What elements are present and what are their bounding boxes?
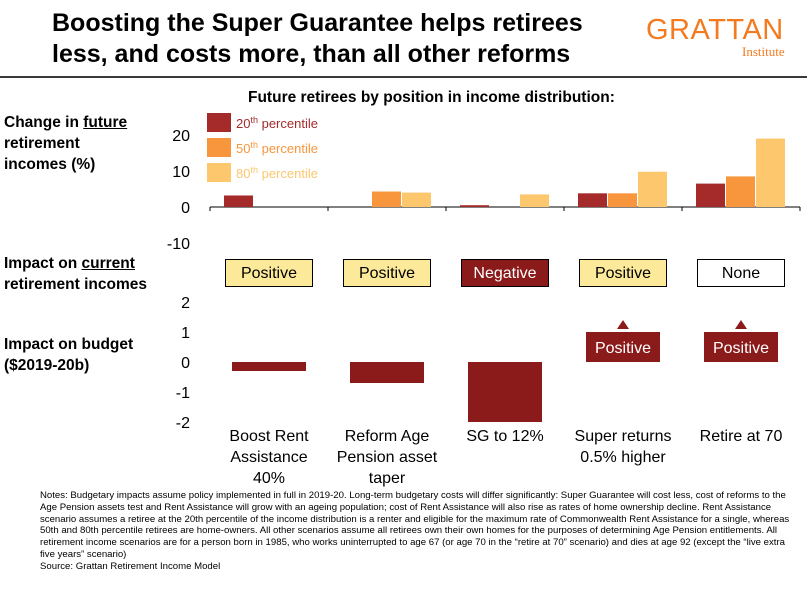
category-label: SG to 12% (443, 426, 567, 447)
category-label-line: Assistance (230, 449, 308, 466)
up-arrow-icon (617, 320, 629, 329)
category-label-line: Pension asset (336, 449, 438, 466)
category-label-line: Reform Age (344, 428, 430, 445)
bar-3 (638, 171, 667, 207)
budget-impact-label: Impact on budget ($2019-20b) (4, 336, 134, 374)
current-impact-box: Positive (225, 259, 313, 287)
page-title: Boosting the Super Guarantee helps retir… (52, 9, 583, 68)
current-underlined: current (81, 255, 135, 272)
budget-y-tick-label: 1 (181, 325, 190, 342)
y-tick-label: 0 (181, 200, 190, 217)
logo: GRATTAN (646, 14, 784, 46)
category-label-line: Boost Rent (229, 428, 309, 445)
category-label: Reform Age Pension asset taper (325, 426, 449, 489)
budget-bar (468, 362, 542, 422)
budget-y-tick-label: -1 (176, 385, 190, 402)
legend-swatch (207, 163, 231, 182)
bar-1 (696, 183, 725, 207)
budget-bar (350, 362, 424, 383)
bar-3 (756, 138, 785, 207)
category-label-line: taper (368, 470, 406, 487)
bar-2 (372, 191, 401, 207)
bar-3 (402, 192, 431, 207)
budget-y-tick-label: -2 (176, 415, 190, 432)
bar-2 (726, 176, 755, 207)
future-underlined: future (83, 114, 128, 131)
category-label-line: SG to 12% (466, 428, 544, 445)
category-label-line: 40% (252, 470, 286, 487)
category-label: Boost Rent Assistance 40% (207, 426, 331, 489)
category-label-line: Super returns (574, 428, 672, 445)
current-incomes-label: Impact on current retirement incomes (4, 255, 147, 293)
source-text: Source: Grattan Retirement Income Model (40, 560, 221, 572)
bar-1 (224, 195, 253, 207)
budget-bar-label: Positive (713, 340, 769, 357)
title-divider (0, 76, 807, 78)
notes: Notes: Budgetary impacts assume policy i… (40, 490, 800, 573)
current-impact-box: Positive (343, 259, 431, 287)
y-tick-label: 20 (172, 128, 190, 145)
category-label: Retire at 70 (679, 426, 803, 447)
budget-bar (232, 362, 306, 371)
budget-y-tick-label: 2 (181, 295, 190, 312)
category-label: Super returns 0.5% higher (561, 426, 685, 468)
current-impact-box: None (697, 259, 785, 287)
bar-3 (520, 194, 549, 207)
y-tick-label: -10 (167, 236, 190, 253)
budget-bar-label: Positive (595, 340, 651, 357)
budget-y-tick-label: 0 (181, 355, 190, 372)
legend-label: 50th percentile (236, 140, 318, 156)
bar-1 (578, 193, 607, 207)
logo-subtitle: Institute (742, 44, 785, 59)
up-arrow-icon (735, 320, 747, 329)
current-impact-box: Negative (461, 259, 549, 287)
category-label-line: 0.5% higher (580, 449, 666, 466)
budget-bar (704, 332, 778, 362)
notes-text: Notes: Budgetary impacts assume policy i… (40, 490, 790, 560)
legend-label: 80th percentile (236, 165, 318, 181)
future-incomes-label: Change in future retirement incomes (%) (4, 114, 128, 173)
budget-bar (586, 332, 660, 362)
y-tick-label: 10 (172, 164, 190, 181)
category-label-line: Retire at 70 (699, 428, 783, 445)
current-impact-box: Positive (579, 259, 667, 287)
legend-swatch (207, 138, 231, 157)
bar-2 (608, 193, 637, 207)
legend-label: 20th percentile (236, 115, 318, 131)
top-chart-title: Future retirees by position in income di… (248, 89, 615, 106)
bar-1 (460, 205, 489, 207)
legend-swatch (207, 113, 231, 132)
